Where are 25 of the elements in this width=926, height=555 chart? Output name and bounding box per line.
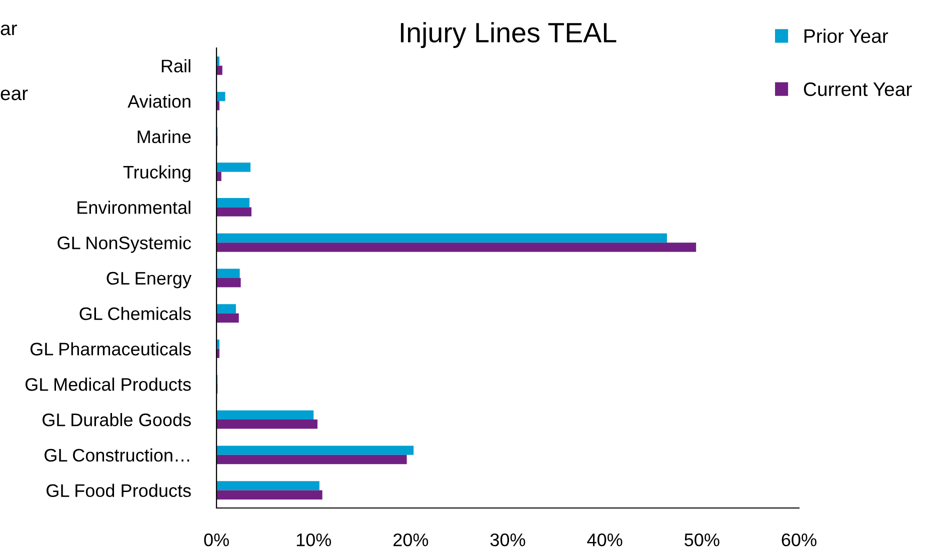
x-tick-label: 30%	[490, 533, 526, 546]
x-tick-label: 20%	[394, 533, 428, 546]
x-tick-label: 40%	[587, 533, 622, 546]
x-tick-label: 10%	[296, 533, 332, 546]
chart-title: Injury Lines TEAL	[400, 22, 616, 48]
y-tick-label: Marine	[138, 130, 191, 144]
y-tick-label: GL Construction…	[44, 448, 190, 462]
y-tick-label: GL Pharmaceuticals	[30, 342, 191, 356]
y-tick-label: GL NonSystemic	[58, 236, 192, 253]
y-tick-label: Rail	[162, 59, 190, 72]
x-tick-label: 0%	[204, 533, 229, 546]
legend-label: Prior Year	[804, 28, 888, 43]
text: ear	[0, 90, 28, 100]
y-tick-label: Trucking	[123, 165, 190, 182]
y-tick-label: GL Chemicals	[80, 306, 191, 320]
legend-label: Current Year	[804, 82, 912, 96]
y-tick-label: Aviation	[128, 94, 190, 108]
y-tick-label: GL Food Products	[46, 484, 191, 498]
text: ar	[0, 24, 17, 36]
y-tick-label: GL Durable Goods	[42, 412, 191, 426]
y-tick-label: Environmental	[78, 200, 190, 214]
x-tick-label: 60%	[782, 533, 816, 546]
x-tick-label: 50%	[684, 533, 720, 546]
y-tick-label: GL Medical Products	[26, 378, 191, 391]
y-tick-label: GL Energy	[106, 272, 192, 288]
